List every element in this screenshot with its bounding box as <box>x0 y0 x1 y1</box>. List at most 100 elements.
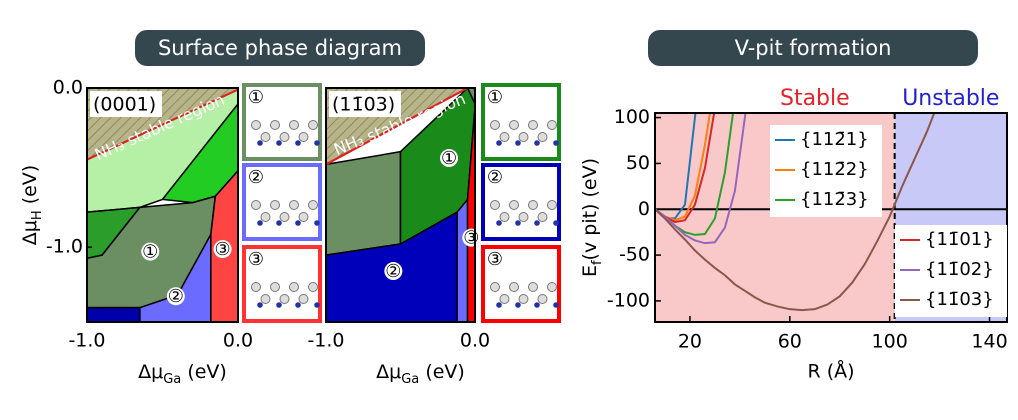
atom <box>528 282 538 292</box>
inset-frame <box>481 163 561 241</box>
region-annotation: Unstable <box>902 86 999 111</box>
atom <box>257 220 263 226</box>
atom <box>528 120 538 130</box>
y-tick-label: 0.0 <box>53 77 83 99</box>
atom <box>289 200 299 210</box>
header-box <box>648 30 978 66</box>
atom <box>279 212 290 222</box>
region-label-bg <box>213 240 232 259</box>
atom <box>298 294 309 304</box>
atom <box>553 140 559 146</box>
y-axis-label-part: (eV) <box>19 165 41 211</box>
atom <box>298 212 309 222</box>
atom <box>496 220 502 226</box>
atom <box>534 140 540 146</box>
atom <box>289 120 299 130</box>
atom <box>553 302 559 308</box>
atom <box>515 140 521 146</box>
x-tick-label: 0.0 <box>223 330 253 352</box>
atom <box>537 212 548 222</box>
atom <box>298 132 309 142</box>
atom <box>547 120 557 130</box>
x-axis-label-part: (eV) <box>181 361 227 383</box>
atom <box>257 140 263 146</box>
y-axis-label-part: Δμ <box>19 220 41 245</box>
region-label: ③ <box>463 228 479 249</box>
legend-label: {112̄1} <box>800 129 869 150</box>
phase-region <box>456 198 469 323</box>
atom <box>553 220 559 226</box>
atom <box>251 282 261 292</box>
atom <box>276 302 282 308</box>
atom <box>279 132 290 142</box>
region-label: ② <box>168 286 184 307</box>
atom <box>270 200 280 210</box>
region-label-bg <box>141 242 160 261</box>
legend-label: {11̄03} <box>925 289 994 310</box>
surface-label: (0001) <box>93 94 156 116</box>
header: Surface phase diagram <box>158 36 402 60</box>
x-axis-label: ΔμGa (eV) <box>376 361 465 388</box>
atom <box>499 294 510 304</box>
header-box <box>135 30 425 66</box>
atom <box>251 120 261 130</box>
atom <box>528 200 538 210</box>
atom <box>308 120 318 130</box>
x-axis-label: R (Å) <box>807 360 854 383</box>
legend-label: {11̄02} <box>925 259 994 280</box>
atom <box>289 282 299 292</box>
x-tick-label: -1.0 <box>307 330 344 352</box>
region-label-bg <box>384 262 403 281</box>
atom <box>499 212 510 222</box>
region-annotation: Stable <box>780 86 850 111</box>
region-label-bg <box>440 149 459 168</box>
y-tick-label: -1.0 <box>46 236 83 258</box>
atom <box>534 220 540 226</box>
atom <box>314 220 320 226</box>
atom <box>490 200 500 210</box>
x-axis-label-part: (eV) <box>419 361 465 383</box>
region-label: ② <box>385 261 401 282</box>
atom <box>490 282 500 292</box>
inset-label: ① <box>487 87 503 108</box>
y-tick-label: -100 <box>607 289 650 311</box>
atom <box>547 200 557 210</box>
inset-label: ③ <box>248 249 264 270</box>
region-label-bg <box>166 287 185 306</box>
surface-label: (11̄03) <box>332 94 395 116</box>
atom <box>270 120 280 130</box>
y-axis-label: Ef(v pit) (eV) <box>579 158 606 277</box>
atom <box>260 294 271 304</box>
y-axis-label-part: f <box>590 260 605 265</box>
x-tick-label: 60 <box>778 331 802 353</box>
atom <box>537 132 548 142</box>
atom <box>276 220 282 226</box>
x-tick-label: 140 <box>971 331 1007 353</box>
legend-label: {11̄01} <box>925 229 994 250</box>
plot-frame <box>325 87 476 323</box>
atom <box>295 302 301 308</box>
y-axis-label-part: E <box>579 265 601 277</box>
atom <box>490 120 500 130</box>
inset-frame <box>481 83 561 161</box>
phase-region <box>325 150 402 256</box>
atom <box>515 302 521 308</box>
region-label: ③ <box>215 239 231 260</box>
y-tick-label: 100 <box>614 106 650 128</box>
x-axis-label-part: Δμ <box>138 361 163 383</box>
atom <box>295 140 301 146</box>
atom <box>295 220 301 226</box>
atom <box>314 140 320 146</box>
label-bg <box>90 91 162 117</box>
x-axis-label-part: Δμ <box>376 361 401 383</box>
atom <box>251 200 261 210</box>
atom <box>260 212 271 222</box>
y-tick-label: 50 <box>626 152 650 174</box>
atom <box>499 132 510 142</box>
atom <box>537 294 548 304</box>
atom <box>518 132 529 142</box>
inset-label: ① <box>248 87 264 108</box>
atom <box>257 302 263 308</box>
atom <box>260 132 271 142</box>
